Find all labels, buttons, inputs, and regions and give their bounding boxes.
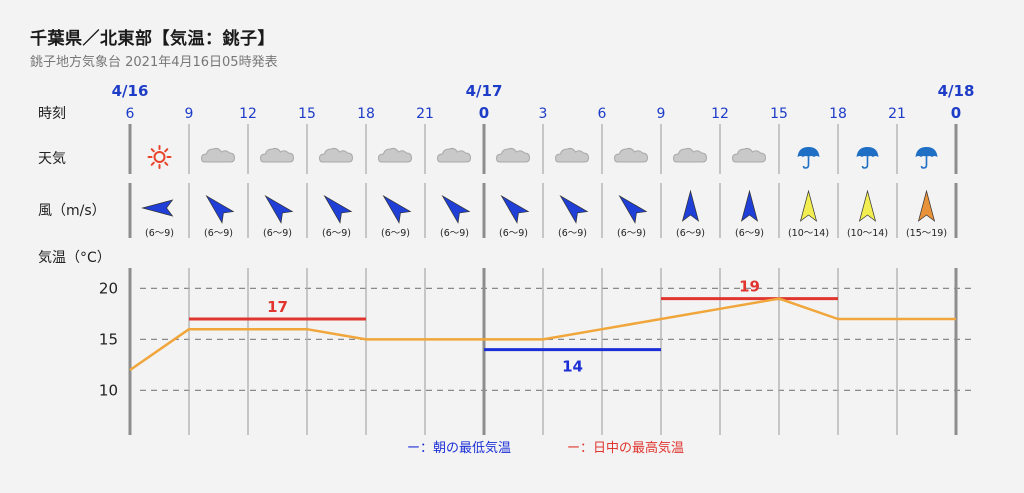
wind-arrow-icon (554, 189, 588, 224)
wind-arrow-icon (495, 189, 529, 224)
hour-label: 9 (185, 106, 194, 122)
temperature-row-label: 気温（°C） (38, 250, 111, 266)
cloud-icon (437, 147, 471, 163)
wind-arrow-icon (259, 189, 293, 224)
cloud-icon (260, 147, 294, 163)
page-title: 千葉県／北東部【気温：銚子】 (30, 29, 275, 49)
wind-range-label: (6〜9) (145, 228, 174, 239)
wind-arrow-icon (436, 189, 470, 224)
date-label: 4/16 (112, 82, 149, 100)
y-tick-label: 20 (99, 279, 118, 297)
hour-label: 3 (539, 106, 548, 122)
umbrella-icon (796, 146, 821, 169)
wind-arrow-icon (859, 190, 876, 222)
sun-icon (147, 145, 172, 169)
hour-label: 21 (888, 106, 906, 122)
cloud-icon (496, 147, 530, 163)
hour-label: 18 (357, 106, 375, 122)
wind-row-label: 風（m/s） (38, 203, 106, 219)
hour-label: 6 (126, 106, 135, 122)
hour-label: 12 (239, 106, 257, 122)
wind-range-label: (6〜9) (499, 228, 528, 239)
wind-range-label: (10〜14) (788, 228, 829, 239)
wind-range-label: (6〜9) (440, 228, 469, 239)
hour-label: 6 (598, 106, 607, 122)
hour-label: 15 (298, 106, 316, 122)
wind-range-label: (6〜9) (204, 228, 233, 239)
temperature-plot: 17 14 19 (129, 278, 956, 376)
umbrella-icon (914, 146, 939, 169)
wind-range-label: (15〜19) (906, 228, 947, 239)
wind-range-label: (6〜9) (558, 228, 587, 239)
y-tick-label: 10 (99, 381, 118, 399)
wind-arrow-icon (800, 190, 817, 222)
y-tick-label: 15 (99, 330, 118, 348)
wind-range-label: (6〜9) (322, 228, 351, 239)
hour-label: 9 (657, 106, 666, 122)
legend-max-temperature: ー：日中の最高気温 (567, 440, 684, 456)
weather-row-label: 天気 (38, 151, 66, 167)
cloud-icon (378, 147, 412, 163)
wind-arrow-icon (918, 190, 935, 222)
cloud-icon (673, 147, 707, 163)
wind-arrow-icon (613, 189, 647, 224)
date-label: 4/17 (466, 82, 503, 100)
cloud-icon (201, 147, 235, 163)
wind-range-label: (10〜14) (847, 228, 888, 239)
wind-range-label: (6〜9) (676, 228, 705, 239)
hour-label: 0 (479, 104, 489, 122)
hour-label: 15 (770, 106, 788, 122)
wind-arrow-icon (142, 199, 173, 217)
forecast-columns: 4/16 6 (6〜9) 9 (6〜9) 12 (6〜9) 15 (6〜9) 18 (6〜9) 21 (… (112, 82, 975, 239)
umbrella-icon (855, 146, 880, 169)
cloud-icon (732, 147, 766, 163)
max-temperature-label: 17 (267, 298, 288, 316)
wind-arrow-icon (741, 190, 758, 222)
wind-arrow-icon (682, 190, 699, 222)
wind-range-label: (6〜9) (381, 228, 410, 239)
hour-label: 18 (829, 106, 847, 122)
hour-label: 12 (711, 106, 729, 122)
wind-arrow-icon (318, 189, 352, 224)
wind-arrow-icon (377, 189, 411, 224)
max-temperature-label: 19 (739, 278, 760, 296)
cloud-icon (555, 147, 589, 163)
wind-range-label: (6〜9) (263, 228, 292, 239)
min-temperature-label: 14 (562, 358, 583, 376)
hour-label: 21 (416, 106, 434, 122)
wind-range-label: (6〜9) (617, 228, 646, 239)
issuer-subtitle: 銚子地方気象台 2021年4月16日05時発表 (30, 55, 278, 70)
time-row-label: 時刻 (38, 106, 66, 122)
chart-grid: 10 15 20 (99, 124, 975, 435)
cloud-icon (319, 147, 353, 163)
cloud-icon (614, 147, 648, 163)
wind-arrow-icon (200, 189, 234, 224)
legend-min-temperature: ー：朝の最低気温 (407, 440, 511, 456)
hour-label: 0 (951, 104, 961, 122)
date-label: 4/18 (938, 82, 975, 100)
wind-range-label: (6〜9) (735, 228, 764, 239)
temperature-line (129, 297, 956, 372)
